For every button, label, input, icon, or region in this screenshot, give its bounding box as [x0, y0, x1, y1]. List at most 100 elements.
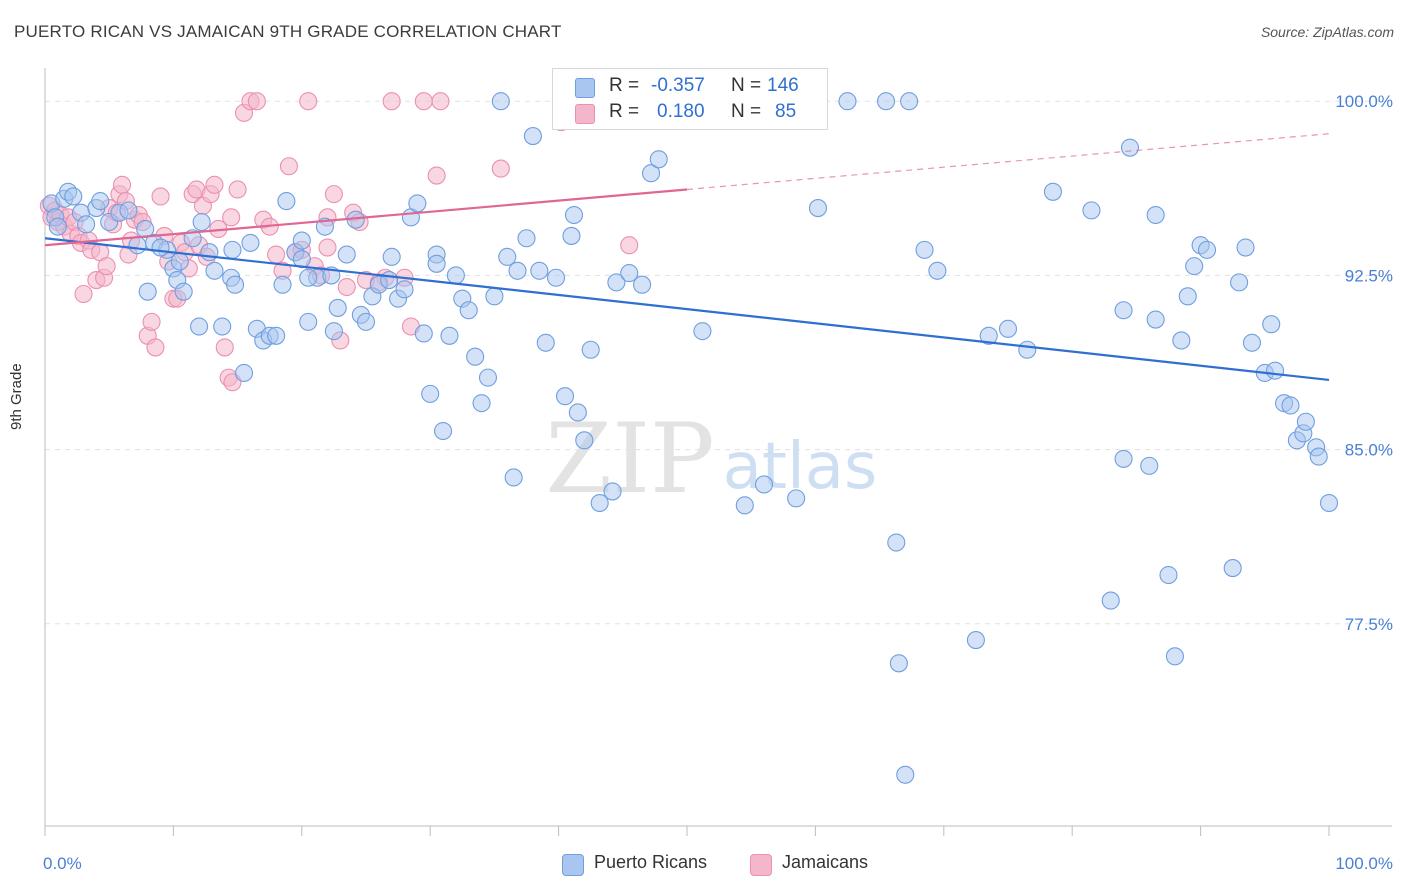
- puerto-rican-point: [633, 275, 652, 294]
- puerto-rican-point: [1101, 591, 1120, 610]
- puerto-rican-point: [575, 431, 594, 450]
- puerto-rican-point: [234, 363, 254, 383]
- puerto-rican-point: [979, 326, 998, 345]
- jamaican-point: [205, 175, 224, 194]
- jamaican-point: [299, 92, 318, 111]
- puerto-rican-point: [491, 92, 510, 111]
- y-tick-label: 100.0%: [1335, 92, 1393, 111]
- watermark: ZIP atlas: [545, 403, 877, 515]
- puerto-rican-point: [915, 240, 934, 259]
- puerto-rican-point: [1236, 238, 1255, 257]
- puerto-rican-point: [91, 192, 110, 211]
- puerto-rican-point: [128, 236, 147, 255]
- puerto-rican-point: [1223, 559, 1242, 578]
- puerto-rican-point: [292, 231, 311, 250]
- jamaicans-trend-line: [44, 188, 688, 247]
- tick-labels: 77.5% 85.0% 92.5% 100.0% 0.0% 100.0%: [43, 92, 1393, 873]
- jamaican-point: [228, 180, 247, 199]
- source-label: Source: ZipAtlas.com: [1260, 24, 1394, 40]
- puerto-rican-point: [380, 271, 399, 290]
- puerto-rican-point: [170, 252, 189, 271]
- puerto-rican-point: [568, 403, 587, 422]
- puerto-rican-point: [530, 261, 549, 280]
- axes: [44, 68, 1392, 836]
- puerto-rican-point: [273, 275, 292, 294]
- x-tick-label: 100.0%: [1335, 854, 1393, 873]
- puerto-rican-point: [998, 319, 1018, 338]
- puerto-rican-point: [1172, 331, 1191, 350]
- jamaican-point: [318, 238, 337, 257]
- puerto-rican-point: [223, 240, 242, 259]
- puerto-rican-point: [693, 322, 712, 341]
- jamaican-point: [146, 338, 165, 357]
- jamaican-point: [414, 92, 433, 111]
- puerto-rican-point: [472, 394, 491, 413]
- puerto-rican-point: [1043, 182, 1062, 201]
- jamaican-point: [337, 277, 356, 297]
- legend-n-label: N =: [731, 75, 762, 96]
- bottom-legend-swatch-blue: [562, 854, 584, 876]
- puerto-rican-point: [928, 261, 947, 280]
- legend-r-label: R =: [609, 75, 640, 96]
- jamaican-point: [279, 157, 299, 176]
- puerto-rican-point: [523, 127, 542, 146]
- jamaican-point: [151, 187, 170, 206]
- puerto-rican-point: [1165, 647, 1184, 666]
- puerto-rican-point: [517, 229, 536, 248]
- x-tick-label: 0.0%: [43, 854, 82, 873]
- puerto-rican-point: [225, 275, 245, 294]
- puerto-rican-point: [1262, 315, 1281, 334]
- puerto-rican-point: [151, 238, 170, 257]
- puerto-rican-point: [485, 287, 504, 306]
- puerto-rican-point: [1146, 205, 1165, 225]
- puerto-rican-point: [564, 205, 584, 225]
- legend-r-label: R =: [609, 101, 640, 122]
- jamaican-point: [620, 236, 639, 255]
- puerto-rican-point: [64, 187, 83, 206]
- puerto-rican-point: [1178, 287, 1197, 306]
- puerto-rican-point: [119, 201, 138, 220]
- puerto-rican-point: [1159, 565, 1178, 585]
- puerto-rican-point: [787, 489, 806, 508]
- puerto-rican-point: [508, 261, 527, 280]
- puerto-rican-point: [754, 475, 774, 494]
- puerto-rican-point: [887, 533, 906, 552]
- puerto-rican-point: [649, 150, 668, 169]
- puerto-rican-point: [546, 268, 566, 287]
- puerto-rican-point: [267, 326, 286, 345]
- legend-swatch-blue: [575, 78, 595, 98]
- stats-legend: R = -0.357 N = 146 R = 0.180 N = 85: [552, 68, 828, 130]
- puerto-rican-point: [1146, 310, 1165, 329]
- jamaican-point: [222, 208, 241, 227]
- puerto-rican-point: [603, 482, 622, 501]
- jamaican-point: [491, 159, 510, 178]
- puerto-rican-point: [190, 317, 209, 336]
- puerto-rican-point: [1309, 447, 1328, 466]
- puerto-rican-point: [641, 164, 661, 183]
- puerto-rican-point: [900, 92, 919, 111]
- puerto-rican-point: [1296, 412, 1315, 431]
- puerto-rican-point: [1319, 493, 1339, 513]
- y-axis-label: 9th Grade: [8, 363, 25, 430]
- chart-title: PUERTO RICAN VS JAMAICAN 9TH GRADE CORRE…: [14, 22, 562, 41]
- puerto-rican-point: [1018, 340, 1037, 359]
- puerto-rican-point: [1281, 396, 1300, 415]
- jamaican-point: [431, 92, 450, 111]
- puerto-rican-point: [735, 496, 754, 515]
- bottom-legend-label: Puerto Ricans: [594, 852, 708, 872]
- grid-lines: [45, 100, 1392, 625]
- puerto-rican-point: [408, 194, 427, 213]
- puerto-rican-point: [328, 298, 347, 317]
- puerto-rican-point: [1120, 138, 1140, 157]
- puerto-rican-point: [838, 92, 857, 111]
- jamaican-point: [97, 257, 116, 276]
- legend-r-value: 0.180: [657, 101, 705, 122]
- puerto-rican-point: [1185, 257, 1204, 276]
- puerto-rican-point: [446, 266, 465, 285]
- puerto-rican-point: [1197, 240, 1217, 259]
- legend-swatch-pink: [575, 104, 595, 124]
- puerto-rican-point: [174, 282, 193, 301]
- puerto-rican-point: [356, 312, 376, 331]
- puerto-rican-point: [555, 387, 575, 406]
